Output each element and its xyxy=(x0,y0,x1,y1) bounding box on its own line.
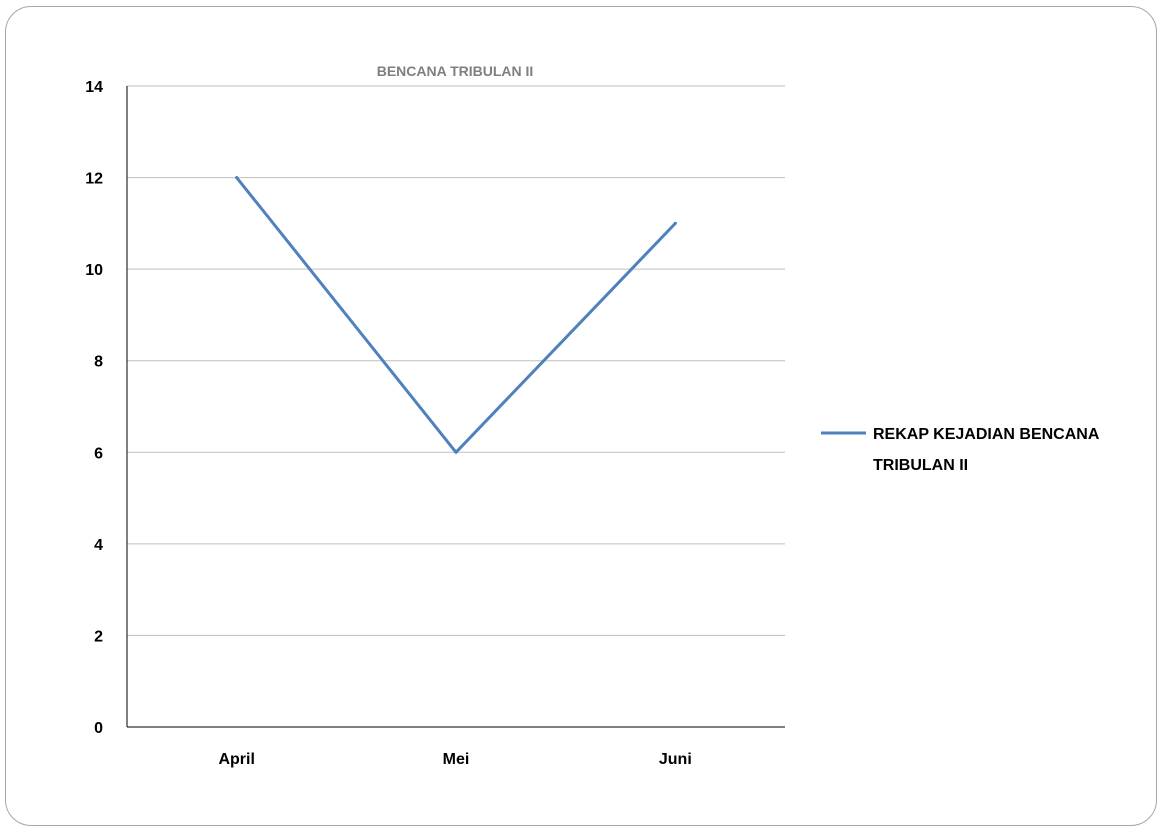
axes xyxy=(126,86,785,728)
y-tick-label: 2 xyxy=(94,628,103,645)
series-layer xyxy=(235,176,677,454)
y-tick-label: 8 xyxy=(94,354,103,371)
y-tick-label: 12 xyxy=(85,171,103,188)
chart-frame xyxy=(5,6,1157,826)
series-line xyxy=(235,176,677,454)
x-tick-label: Mei xyxy=(443,751,470,768)
x-tick-label: April xyxy=(218,751,254,768)
legend: REKAP KEJADIAN BENCANA TRIBULAN II xyxy=(821,426,1100,474)
y-tick-label: 14 xyxy=(85,79,103,96)
data-point xyxy=(673,221,677,225)
y-tick-labels: 0 2 4 6 8 10 12 14 xyxy=(85,79,103,737)
y-tick-label: 4 xyxy=(94,537,103,554)
y-tick-label: 0 xyxy=(94,720,103,737)
chart-title: BENCANA TRIBULAN II xyxy=(377,63,534,79)
legend-label: TRIBULAN II xyxy=(873,457,968,474)
data-point xyxy=(235,176,239,180)
gridlines xyxy=(127,85,785,636)
x-tick-labels: April Mei Juni xyxy=(218,751,691,768)
x-tick-label: Juni xyxy=(659,751,692,768)
data-point xyxy=(454,450,458,454)
legend-label: REKAP KEJADIAN BENCANA xyxy=(873,426,1100,443)
y-tick-label: 6 xyxy=(94,445,103,462)
y-tick-label: 10 xyxy=(85,262,103,279)
